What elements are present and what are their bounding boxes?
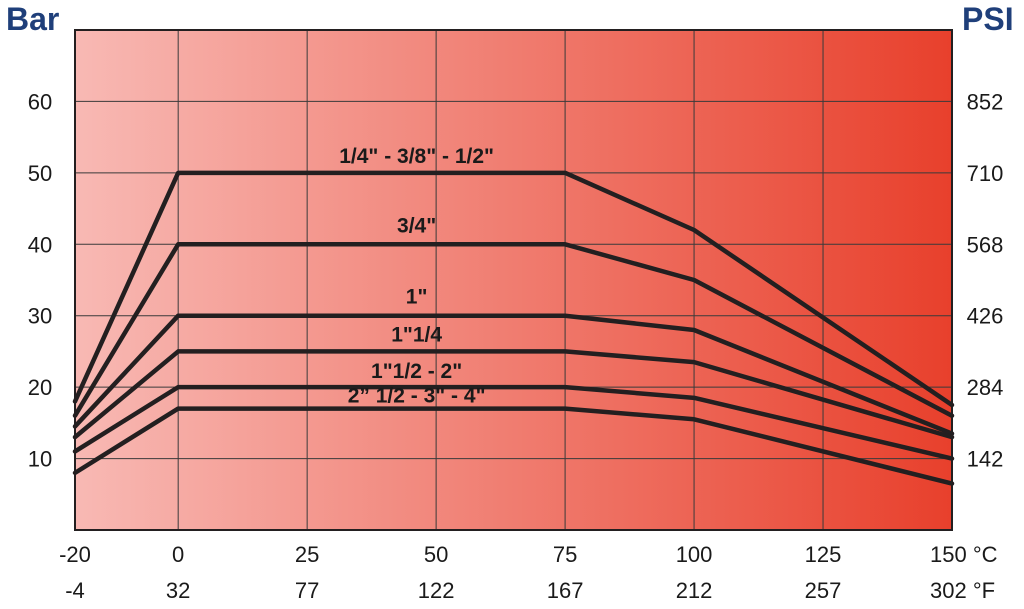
y-axis-right-ticks: 142 284 426 568 710 852 — [967, 89, 1004, 471]
series-label-2: 3/4" — [397, 214, 436, 237]
series-line-6 — [72, 406, 955, 486]
x-fahrenheit-tick-label: 167 — [547, 578, 584, 603]
y-right-tick-label: 142 — [967, 447, 1004, 472]
series-label-3: 1" — [406, 286, 428, 309]
series-line-5 — [72, 384, 955, 461]
x-fahrenheit-tick-label: 32 — [166, 578, 190, 603]
y-left-tick-label: 30 — [28, 304, 52, 329]
plot-frame — [74, 29, 953, 531]
y-right-tick-label: 710 — [967, 161, 1004, 186]
x-axis-celsius-ticks: -20 0 25 50 75 100 125 150 °C — [59, 542, 998, 567]
series-label-1: 1/4" - 3/8" - 1/2" — [339, 145, 494, 168]
x-fahrenheit-tick-label: 212 — [676, 578, 713, 603]
y-left-tick-label: 40 — [28, 232, 52, 257]
series-label-4: 1"1/4 — [391, 323, 442, 346]
x-fahrenheit-tick-label: 302 °F — [930, 578, 995, 603]
x-celsius-tick-label: 50 — [424, 542, 448, 567]
y-axis-left-ticks: 10 20 30 40 50 60 — [28, 89, 52, 471]
x-celsius-tick-label: 0 — [172, 542, 184, 567]
x-fahrenheit-tick-label: 77 — [295, 578, 319, 603]
x-celsius-tick-label: 75 — [553, 542, 577, 567]
x-axis-fahrenheit-ticks: -4 32 77 122 167 212 257 302 °F — [65, 578, 995, 603]
series-label-6: 2” 1/2 - 3" - 4" — [348, 385, 486, 408]
series-line-4 — [72, 349, 955, 440]
x-celsius-tick-label: 100 — [676, 542, 713, 567]
y-axis-right-title: PSI — [962, 1, 1014, 37]
x-fahrenheit-tick-label: 122 — [418, 578, 455, 603]
y-left-tick-label: 10 — [28, 447, 52, 472]
y-right-tick-label: 426 — [967, 304, 1004, 329]
series-lines — [72, 170, 955, 486]
y-left-tick-label: 60 — [28, 89, 52, 114]
x-celsius-tick-label: 25 — [295, 542, 319, 567]
plot-area — [75, 30, 952, 530]
y-right-tick-label: 284 — [967, 375, 1004, 400]
x-fahrenheit-tick-label: -4 — [65, 578, 85, 603]
y-right-tick-label: 852 — [967, 89, 1004, 114]
series-labels: 1/4" - 3/8" - 1/2" 3/4" 1" 1"1/4 1"1/2 - 2"2… — [339, 145, 494, 408]
x-celsius-tick-label: 125 — [805, 542, 842, 567]
x-fahrenheit-tick-label: 257 — [805, 578, 842, 603]
series-line-2 — [72, 242, 955, 418]
y-left-tick-label: 50 — [28, 161, 52, 186]
y-left-tick-label: 20 — [28, 375, 52, 400]
x-celsius-tick-label: 150 °C — [930, 542, 998, 567]
series-line-3 — [72, 313, 955, 436]
y-right-tick-label: 568 — [967, 232, 1004, 257]
series-line-1 — [72, 170, 955, 408]
y-axis-left-title: Bar — [6, 1, 59, 37]
series-label-5: 1"1/2 - 2" — [371, 360, 462, 383]
x-celsius-tick-label: -20 — [59, 542, 91, 567]
